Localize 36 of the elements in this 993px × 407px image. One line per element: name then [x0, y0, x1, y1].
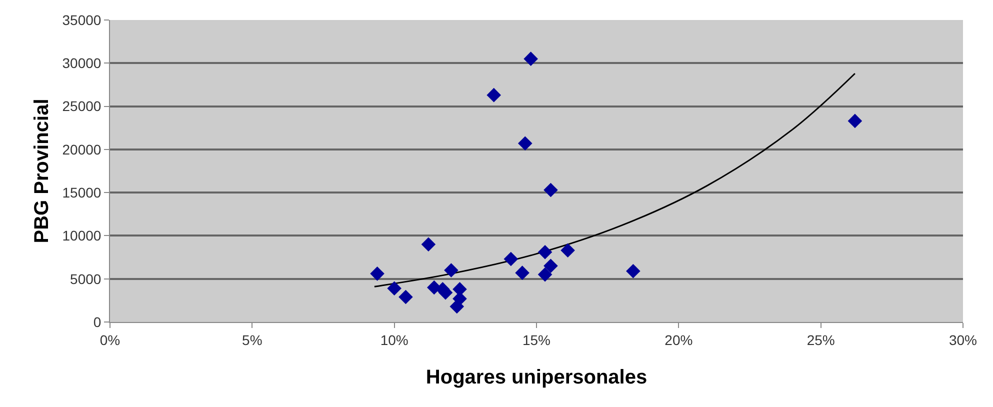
point	[370, 266, 384, 281]
y-tick-label: 0	[93, 314, 102, 330]
x-tick-label: 20%	[664, 332, 693, 348]
point	[626, 264, 640, 278]
point	[421, 237, 436, 252]
y-tick-label: 35000	[62, 12, 102, 28]
point	[538, 244, 552, 260]
y-tick-label: 10000	[62, 228, 102, 244]
x-tick-label: 15%	[522, 332, 551, 348]
y-tick-label: 30000	[62, 55, 102, 72]
y-tick-label: 25000	[62, 98, 102, 114]
y-tick-label: 15000	[62, 184, 102, 200]
point	[515, 266, 530, 280]
y-tick-label: 5000	[70, 270, 102, 287]
x-tick-label: 5%	[242, 332, 262, 348]
point	[848, 114, 862, 128]
line-series	[374, 72, 856, 288]
point	[538, 267, 552, 282]
y-tick-label: 20000	[62, 141, 102, 158]
x-tick-label: 25%	[806, 332, 835, 348]
point	[518, 136, 532, 151]
point	[486, 88, 501, 102]
x-tick-label: 0%	[100, 332, 120, 348]
point	[387, 281, 402, 296]
x-axis-title: Hogares unipersonales	[426, 366, 648, 388]
point	[444, 263, 458, 278]
point	[504, 252, 518, 266]
point	[524, 52, 538, 66]
point	[450, 299, 464, 314]
point	[544, 182, 558, 198]
y-axis-title: PBG Provincial	[30, 98, 53, 244]
x-tick-label: 30%	[948, 332, 978, 348]
point	[560, 243, 575, 258]
x-tick-label: 10%	[380, 332, 408, 348]
point	[544, 258, 558, 274]
point	[398, 290, 413, 304]
